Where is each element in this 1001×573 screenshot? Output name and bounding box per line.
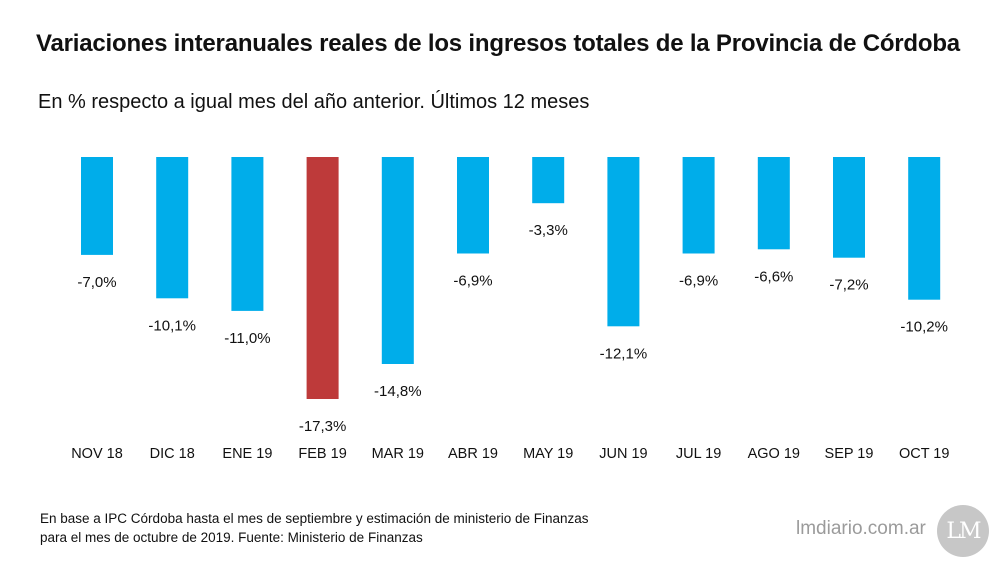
data-label: -3,3% xyxy=(529,222,568,239)
data-label: -6,9% xyxy=(453,273,492,290)
footnote: En base a IPC Córdoba hasta el mes de se… xyxy=(40,509,589,547)
footnote-line-2: para el mes de octubre de 2019. Fuente: … xyxy=(40,530,423,545)
bar-ene-19 xyxy=(231,157,264,311)
data-label: -10,1% xyxy=(148,317,196,334)
bar-may-19 xyxy=(532,157,565,204)
x-tick-label: NOV 18 xyxy=(71,446,123,462)
bar-abr-19 xyxy=(457,157,489,254)
bar-dic-18 xyxy=(156,157,189,299)
bar-nov-18 xyxy=(81,157,113,255)
x-tick-label: MAR 19 xyxy=(372,446,424,462)
x-tick-label: SEP 19 xyxy=(825,446,874,462)
x-tick-label: ENE 19 xyxy=(222,446,272,462)
lm-logo: LM xyxy=(937,505,989,557)
chart-title: Variaciones interanuales reales de los i… xyxy=(36,30,960,57)
data-label: -17,3% xyxy=(299,418,347,435)
data-label: -6,6% xyxy=(754,268,793,285)
data-label: -7,2% xyxy=(829,277,868,294)
data-label: -11,0% xyxy=(224,330,270,347)
x-tick-label: FEB 19 xyxy=(298,446,346,462)
bar-feb-19 xyxy=(306,157,339,399)
bar-sep-19 xyxy=(833,157,865,258)
data-label: -12,1% xyxy=(600,345,648,362)
x-tick-label: AGO 19 xyxy=(748,446,800,462)
data-label: -7,0% xyxy=(77,274,116,291)
x-tick-label: JUN 19 xyxy=(599,446,647,462)
site-url[interactable]: lmdiario.com.ar xyxy=(796,518,926,539)
data-label: -14,8% xyxy=(374,383,422,400)
bar-mar-19 xyxy=(381,157,414,364)
bar-ago-19 xyxy=(757,157,790,250)
bar-jul-19 xyxy=(682,157,715,254)
bar-chart: -7,0% NOV 18 -10,1% DIC 18 -11,0% ENE 19 -17,3… xyxy=(71,157,950,462)
data-label: -6,9% xyxy=(679,273,718,290)
x-tick-label: ABR 19 xyxy=(448,446,498,462)
bar-oct-19 xyxy=(908,157,941,300)
bar-jun-19 xyxy=(607,157,640,327)
x-tick-label: OCT 19 xyxy=(899,446,950,462)
x-tick-label: DIC 18 xyxy=(150,446,195,462)
chart-subtitle: En % respecto a igual mes del año anteri… xyxy=(38,91,590,113)
x-tick-label: MAY 19 xyxy=(523,446,573,462)
footnote-line-1: En base a IPC Córdoba hasta el mes de se… xyxy=(40,511,589,526)
x-tick-label: JUL 19 xyxy=(676,446,721,462)
data-label: -10,2% xyxy=(900,319,948,336)
